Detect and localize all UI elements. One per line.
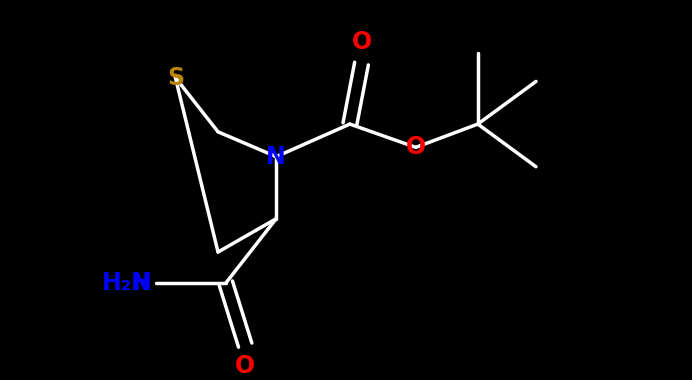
- Text: N: N: [266, 145, 286, 169]
- Text: O: O: [235, 355, 255, 378]
- Text: O: O: [352, 30, 372, 54]
- Text: H: H: [132, 271, 152, 295]
- Text: S: S: [167, 66, 184, 90]
- Text: O: O: [406, 135, 426, 159]
- Text: H₂N: H₂N: [102, 271, 152, 295]
